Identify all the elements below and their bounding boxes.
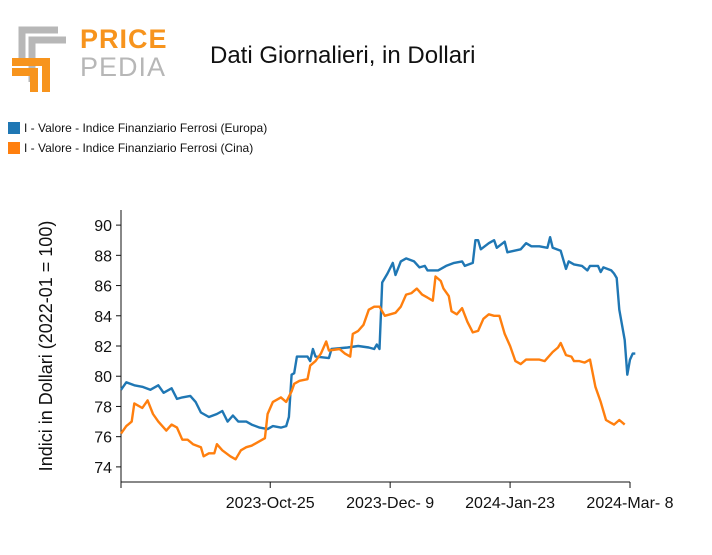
logo-word-pedia: PEDIA bbox=[80, 52, 167, 82]
y-tick-label: 88 bbox=[94, 248, 112, 265]
y-tick-label: 78 bbox=[94, 399, 112, 416]
series-line-cina bbox=[120, 275, 626, 461]
logo-word-price: PRICE bbox=[80, 24, 168, 54]
chart-title: Dati Giornalieri, in Dollari bbox=[210, 42, 476, 69]
legend-item-cina[interactable]: I - Valore - Indice Finanziario Ferrosi … bbox=[8, 138, 267, 158]
x-tick-label: 2024-Mar- 8 bbox=[586, 495, 673, 512]
y-tick-label: 74 bbox=[94, 460, 112, 477]
y-tick-label: 90 bbox=[94, 218, 112, 235]
y-tick-label: 76 bbox=[94, 430, 112, 447]
y-tick-label: 80 bbox=[94, 369, 112, 386]
chart-legend: I - Valore - Indice Finanziario Ferrosi … bbox=[8, 118, 267, 158]
y-tick-label: 86 bbox=[94, 279, 112, 296]
pricepedia-logo: PRICE PEDIA bbox=[8, 22, 167, 92]
legend-label-europa: I - Valore - Indice Finanziario Ferrosi … bbox=[24, 121, 268, 135]
legend-item-europa[interactable]: I - Valore - Indice Finanziario Ferrosi … bbox=[8, 118, 267, 138]
x-tick-label: 2023-Oct-25 bbox=[226, 495, 315, 512]
legend-swatch-europa bbox=[8, 122, 20, 134]
legend-swatch-cina bbox=[8, 142, 20, 154]
series-line-europa bbox=[120, 236, 636, 431]
y-axis-title: Indici in Dollari (2022-01 = 100) bbox=[36, 221, 56, 472]
legend-label-cina: I - Valore - Indice Finanziario Ferrosi … bbox=[24, 141, 254, 155]
x-tick-label: 2024-Jan-23 bbox=[465, 495, 555, 512]
y-tick-label: 82 bbox=[94, 339, 112, 356]
x-tick-label: 2023-Dec- 9 bbox=[346, 495, 434, 512]
logo-mark-icon bbox=[12, 26, 66, 92]
y-tick-label: 84 bbox=[94, 309, 112, 326]
